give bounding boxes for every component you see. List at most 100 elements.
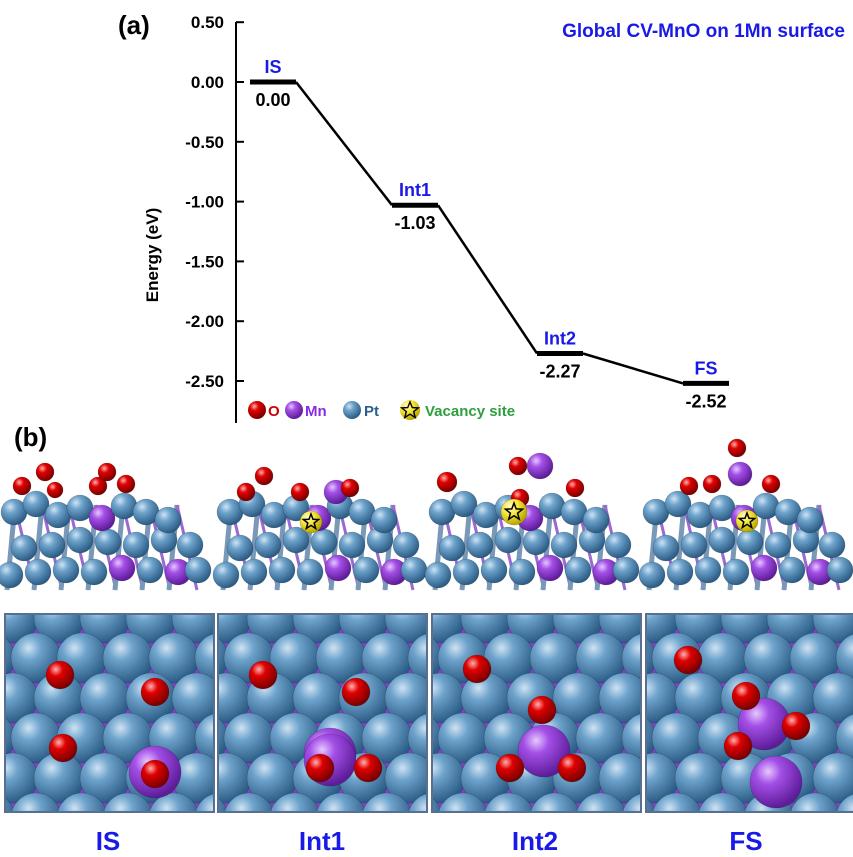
platinum-atom <box>218 797 228 812</box>
energy-value-label: -1.03 <box>394 213 435 233</box>
platinum-atom <box>352 556 380 584</box>
oxygen-atom <box>45 660 75 690</box>
platinum-atom <box>530 792 580 812</box>
vacancy-marker <box>500 498 528 526</box>
y-tick-label: -0.50 <box>185 133 224 152</box>
legend-manganese-atom <box>285 401 303 419</box>
side-view-fs <box>638 438 853 591</box>
platinum-atom <box>254 531 282 559</box>
oxygen-atom <box>140 677 170 707</box>
platinum-atom <box>484 792 534 812</box>
oxygen-atom <box>565 478 585 498</box>
platinum-atom <box>466 531 494 559</box>
oxygen-atom <box>731 681 761 711</box>
oxygen-atom <box>557 753 587 783</box>
oxygen-atom <box>88 476 108 496</box>
connector-line <box>295 81 393 206</box>
oxygen-atom <box>436 471 458 493</box>
platinum-atom <box>708 526 736 554</box>
platinum-atom <box>176 531 204 559</box>
star-icon <box>399 400 421 420</box>
vacancy-marker <box>299 510 323 534</box>
platinum-atom <box>480 556 508 584</box>
platinum-atom <box>94 528 122 556</box>
platinum-atom <box>384 752 427 804</box>
manganese-atom <box>536 554 564 582</box>
atom-grid <box>5 614 214 812</box>
oxygen-atom <box>462 654 492 684</box>
oxygen-atom <box>508 456 528 476</box>
platinum-atom <box>652 792 702 812</box>
legend-manganese-label: Mn <box>305 403 327 420</box>
oxygen-atom <box>679 476 699 496</box>
state-label: Int2 <box>544 328 576 348</box>
tile-frame <box>217 613 428 813</box>
panel-a-label: (a) <box>118 10 150 40</box>
platinum-atom <box>22 490 50 518</box>
platinum-atom <box>694 556 722 584</box>
platinum-atom <box>212 561 240 589</box>
y-axis-label: Energy (eV) <box>143 208 162 302</box>
platinum-atom <box>612 556 640 584</box>
atom-grid <box>646 614 853 812</box>
platinum-atom <box>10 534 38 562</box>
oxygen-atom <box>495 753 525 783</box>
y-tick-label: -1.50 <box>185 252 224 271</box>
platinum-atom <box>80 558 108 586</box>
platinum-atom <box>316 792 366 812</box>
energy-value-label: 0.00 <box>255 90 290 110</box>
side-view-is <box>0 462 212 591</box>
y-tick-label: -2.00 <box>185 312 224 331</box>
caption-int2: Int2 <box>512 826 558 856</box>
platinum-atom <box>708 494 736 522</box>
platinum-atom <box>310 528 338 556</box>
platinum-atom <box>818 531 846 559</box>
state-label: IS <box>264 57 281 77</box>
legend-platinum-label: Pt <box>364 403 379 420</box>
platinum-atom <box>66 494 94 522</box>
platinum-atom <box>424 561 452 589</box>
top-view-fs <box>645 613 853 813</box>
oxygen-atom <box>353 753 383 783</box>
platinum-atom <box>438 792 488 812</box>
top-view-int2 <box>431 613 642 813</box>
platinum-atom <box>450 490 478 518</box>
platinum-atom <box>407 713 427 763</box>
platinum-atom <box>438 534 466 562</box>
platinum-atom <box>136 556 164 584</box>
platinum-atom <box>194 713 214 763</box>
manganese-atom <box>517 724 571 778</box>
y-tick-label: -1.00 <box>185 193 224 212</box>
star-icon <box>737 510 757 530</box>
platinum-atom <box>370 506 398 534</box>
platinum-atom <box>103 792 153 812</box>
platinum-atom <box>722 558 750 586</box>
manganese-atom <box>750 554 778 582</box>
platinum-atom <box>184 556 212 584</box>
plot-area: IS 0.00 Int1 -1.03 Int2 -2.27 FS -2.52 <box>250 57 729 411</box>
oxygen-atom <box>48 733 78 763</box>
energy-value-label: -2.27 <box>539 361 580 381</box>
platinum-atom <box>550 531 578 559</box>
platinum-atom <box>796 506 824 534</box>
manganese-atom <box>749 755 803 809</box>
platinum-atom <box>194 633 214 683</box>
structure-captions: IS Int1 Int2 FS <box>96 826 763 856</box>
manganese-atom <box>324 554 352 582</box>
oxygen-atom <box>305 753 335 783</box>
state-label: Int1 <box>399 180 431 200</box>
side-view-int1 <box>212 466 428 591</box>
platinum-atom <box>622 793 641 812</box>
platinum-atom <box>652 534 680 562</box>
vacancy-marker <box>735 509 759 533</box>
platinum-atom <box>604 531 632 559</box>
platinum-atom <box>57 792 107 812</box>
connector-line <box>582 352 684 385</box>
platinum-atom <box>432 797 442 812</box>
platinum-atom <box>282 526 310 554</box>
manganese-atom <box>108 554 136 582</box>
platinum-atom <box>362 792 412 812</box>
platinum-atom <box>0 561 24 589</box>
side-view-structures <box>0 438 853 591</box>
platinum-atom <box>764 531 792 559</box>
